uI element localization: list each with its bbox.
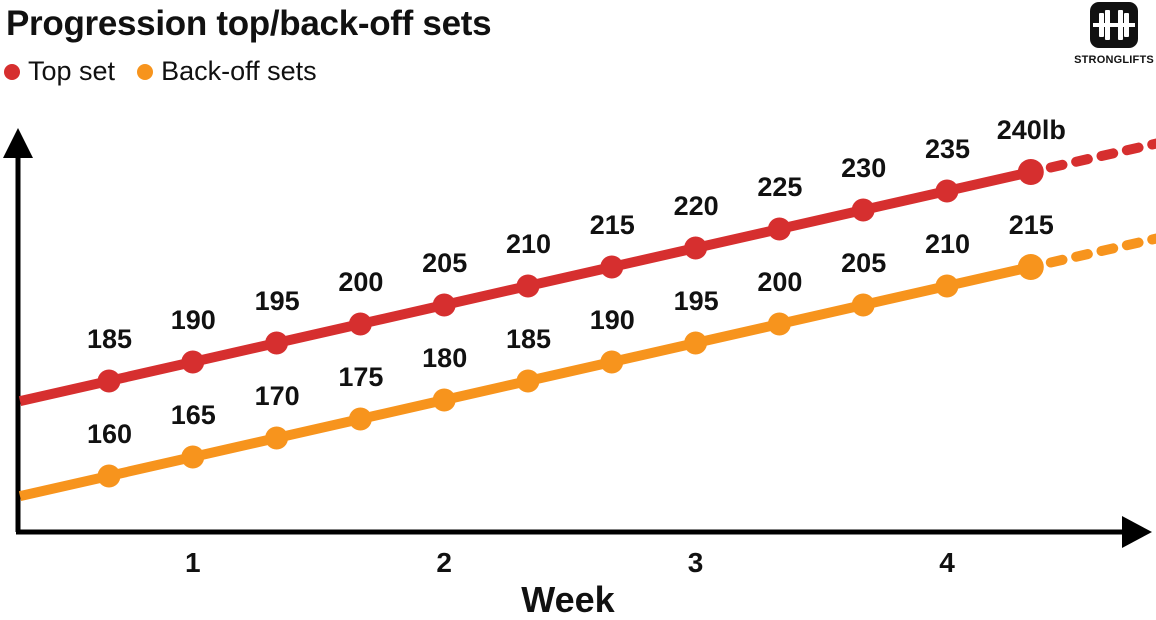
data-label-top-set: 195 [255, 286, 300, 316]
data-label-top-set: 205 [422, 248, 467, 278]
data-label-back-off-sets: 205 [841, 248, 886, 278]
data-label-back-off-sets: 210 [925, 229, 970, 259]
series-layer: 185 190 195 200 205 210 215 220 225 230 235 240lb 16… [18, 115, 1156, 502]
series-line-lead-top-set [18, 376, 111, 407]
data-point-back-off-sets [767, 312, 791, 336]
x-tick-label: 3 [688, 547, 704, 578]
legend-dot-top-set [4, 63, 20, 80]
data-point-top-set [348, 312, 372, 336]
legend: Top set Back-off sets [4, 56, 339, 87]
legend-item-top-set: Top set [4, 56, 115, 87]
legend-label-back-off-sets: Back-off sets [161, 56, 317, 86]
x-axis-arrow [1122, 516, 1152, 548]
x-axis-title: Week [521, 579, 615, 620]
series-line-lead-back-off-sets [18, 471, 111, 502]
data-label-back-off-sets: 195 [674, 286, 719, 316]
x-tick-label: 2 [436, 547, 452, 578]
data-point-back-off-sets [265, 426, 289, 450]
series-projection-back-off-sets [1045, 233, 1156, 268]
data-label-top-set: 215 [590, 210, 635, 240]
data-label-top-set: 240lb [997, 115, 1066, 145]
data-label-top-set: 190 [171, 305, 216, 335]
data-label-back-off-sets: 190 [590, 305, 635, 335]
stronglifts-logo: STRONGLIFTS [1072, 2, 1156, 68]
series-back-off-sets: 160 165 170 175 180 185 190 195 200 205 210 215 [18, 210, 1156, 502]
data-label-top-set: 235 [925, 134, 970, 164]
logo-box [1090, 2, 1138, 48]
data-point-top-set [432, 293, 456, 317]
legend-item-back-off-sets: Back-off sets [137, 56, 317, 87]
logo-text: STRONGLIFTS [1074, 54, 1154, 66]
data-point-back-off-sets [935, 274, 959, 298]
data-label-back-off-sets: 165 [171, 400, 216, 430]
series-line-top-set [107, 167, 1032, 386]
data-point-back-off-sets [348, 407, 372, 431]
data-point-top-set [684, 236, 708, 260]
data-point-back-off-sets [97, 464, 121, 488]
data-point-back-off-sets [684, 331, 708, 355]
data-point-top-set [767, 217, 791, 241]
data-point-back-off-sets [181, 445, 205, 469]
data-point-top-set [851, 198, 875, 222]
data-label-back-off-sets: 185 [506, 324, 551, 354]
x-tick-label: 1 [185, 547, 201, 578]
data-point-back-off-sets [600, 350, 624, 374]
chart-axes [3, 128, 1152, 548]
legend-dot-back-off-sets [137, 63, 154, 80]
data-point-top-set [1017, 159, 1044, 185]
data-point-top-set [265, 331, 289, 355]
data-point-top-set [600, 255, 624, 279]
data-label-back-off-sets: 160 [87, 419, 132, 449]
data-label-top-set: 220 [674, 191, 719, 221]
data-label-back-off-sets: 200 [757, 267, 802, 297]
y-axis-arrow [3, 128, 33, 158]
data-label-top-set: 200 [338, 267, 383, 297]
series-line-back-off-sets [107, 262, 1032, 481]
data-label-top-set: 210 [506, 229, 551, 259]
data-label-top-set: 230 [841, 153, 886, 183]
barbell-icon [1093, 10, 1135, 40]
series-projection-top-set [1045, 138, 1156, 173]
data-point-top-set [181, 350, 205, 374]
data-point-top-set [97, 369, 121, 393]
chart-title: Progression top/back-off sets [6, 4, 492, 43]
data-label-back-off-sets: 175 [338, 362, 383, 392]
data-label-back-off-sets: 170 [255, 381, 300, 411]
data-point-back-off-sets [851, 293, 875, 317]
series-top-set: 185 190 195 200 205 210 215 220 225 230 235 240lb [18, 115, 1156, 407]
x-tick-labels: 1 2 3 4 [185, 547, 955, 578]
data-label-back-off-sets: 215 [1009, 210, 1054, 240]
legend-label-top-set: Top set [28, 56, 116, 86]
data-label-top-set: 185 [87, 324, 132, 354]
data-point-top-set [516, 274, 540, 298]
data-point-back-off-sets [432, 388, 456, 412]
data-point-top-set [935, 179, 959, 203]
data-label-back-off-sets: 180 [422, 343, 467, 373]
data-label-top-set: 225 [757, 172, 802, 202]
data-point-back-off-sets [516, 369, 540, 393]
x-tick-label: 4 [939, 547, 955, 578]
data-point-back-off-sets [1017, 254, 1044, 280]
